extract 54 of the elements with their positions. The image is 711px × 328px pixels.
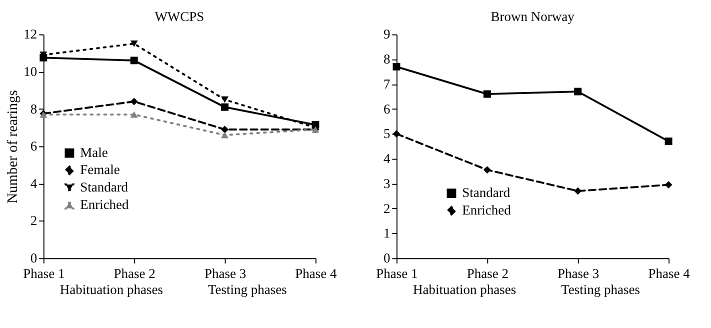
point xyxy=(392,130,400,138)
chart-title: WWCPS xyxy=(154,8,204,24)
legend-label: Standard xyxy=(80,180,128,195)
chart-title: Brown Norway xyxy=(490,8,575,24)
point xyxy=(664,138,672,146)
x-tick-label: Phase 3 xyxy=(558,266,600,281)
x-tick-label: Phase 3 xyxy=(204,266,246,281)
text: Habituation phases xyxy=(60,282,163,297)
y-axis-title: Number of rearings xyxy=(4,90,21,204)
y-tick-label: 1 xyxy=(383,226,390,241)
x-tick-label: Phase 4 xyxy=(648,266,690,281)
legend-label: Female xyxy=(80,162,120,178)
point xyxy=(221,126,229,134)
y-tick-label: 0 xyxy=(383,250,390,266)
point xyxy=(130,111,138,118)
point xyxy=(130,56,138,64)
y-tick-label: 7 xyxy=(383,76,390,92)
x-tick-label: Phase 2 xyxy=(114,266,156,281)
y-tick-label: 4 xyxy=(383,151,390,166)
point xyxy=(221,132,229,138)
y-tick-label: 8 xyxy=(383,52,390,67)
legend-label: Enriched xyxy=(462,202,512,218)
point xyxy=(392,62,400,70)
text: Testing phases xyxy=(561,282,640,297)
text: Testing phases xyxy=(208,282,287,297)
y-tick-label: 2 xyxy=(383,200,390,216)
point xyxy=(574,187,582,195)
x-tick-label: Phase 2 xyxy=(466,266,508,281)
y-tick-label: 3 xyxy=(383,176,390,191)
y-tick-label: 0 xyxy=(30,250,38,266)
point xyxy=(130,40,138,47)
x-tick-label: Phase 4 xyxy=(295,266,338,281)
y-tick-label: 9 xyxy=(383,26,390,42)
point xyxy=(221,96,229,103)
legend-label: Standard xyxy=(462,185,510,200)
point xyxy=(221,103,229,111)
legend-label: Enriched xyxy=(80,196,130,212)
point xyxy=(483,166,491,174)
point xyxy=(130,98,138,106)
x-tick-label: Phase 1 xyxy=(23,266,65,281)
y-tick-label: 2 xyxy=(30,213,38,228)
point xyxy=(574,88,582,96)
y-tick-label: 12 xyxy=(24,26,38,42)
point xyxy=(664,181,672,189)
y-tick-label: 4 xyxy=(30,176,38,191)
y-tick-label: 10 xyxy=(24,64,38,79)
legend-label: Male xyxy=(80,144,108,160)
x-tick-label: Phase 1 xyxy=(376,266,418,281)
y-tick-label: 6 xyxy=(30,138,38,154)
text: Habituation phases xyxy=(412,282,516,297)
y-tick-label: 5 xyxy=(383,126,390,142)
y-tick-label: 8 xyxy=(30,101,38,116)
point xyxy=(483,90,491,98)
y-tick-label: 6 xyxy=(383,101,390,116)
